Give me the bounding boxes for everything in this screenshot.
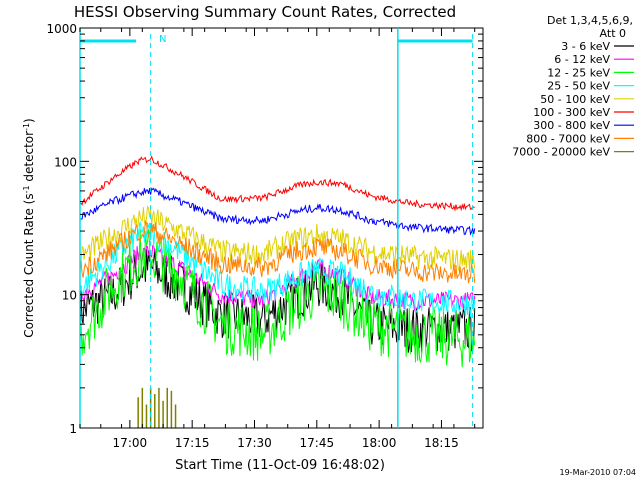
y-tick-label: 10: [62, 289, 77, 303]
legend-label-6: 300 - 800 keV: [533, 119, 610, 132]
x-tick-label: 17:00: [113, 436, 148, 450]
x-tick-label: 18:00: [362, 436, 397, 450]
legend-label-1: 6 - 12 keV: [554, 53, 610, 66]
y-axis-label-sup1: -1: [22, 185, 31, 193]
y-tick-label: 1: [69, 422, 77, 436]
chart-title: HESSI Observing Summary Count Rates, Cor…: [74, 3, 456, 21]
y-axis: 1 10 100 1000: [46, 22, 483, 436]
series-7: [79, 220, 476, 284]
y-axis-label-end: ): [22, 118, 36, 123]
series-line-0: [79, 248, 476, 353]
series-line-3: [79, 221, 476, 317]
legend-label-8: 7000 - 20000 keV: [512, 146, 610, 159]
legend-header-2: Att 0: [600, 27, 626, 40]
night-label: N: [159, 34, 166, 45]
x-tick-label: 18:15: [424, 436, 459, 450]
series-5: [79, 155, 475, 212]
y-axis-label: Corrected Count Rate (s-1 detector-1): [22, 118, 37, 337]
y-axis-label-mid: detector: [22, 131, 36, 186]
series-6: [80, 187, 476, 236]
legend-header-1: Det 1,3,4,5,6,9,: [547, 14, 633, 27]
legend-label-5: 100 - 300 keV: [533, 106, 610, 119]
x-axis: 17:00 17:15 17:30 17:45 18:00 18:15: [79, 28, 476, 450]
series-8: [137, 387, 177, 428]
series-3: [79, 221, 476, 317]
series-4: [79, 205, 476, 272]
timestamp: 19-Mar-2010 07:04: [560, 468, 637, 477]
series-line-6: [80, 187, 476, 236]
legend-label-4: 50 - 100 keV: [540, 93, 610, 106]
plot-area: [79, 155, 476, 428]
series-0: [79, 248, 476, 353]
x-tick-label: 17:30: [237, 436, 272, 450]
series-line-7: [79, 220, 476, 284]
legend-label-3: 25 - 50 keV: [547, 80, 610, 93]
series-2: [79, 229, 476, 368]
x-axis-label: Start Time (11-Oct-09 16:48:02): [175, 458, 385, 473]
x-tick-label: 17:15: [175, 436, 210, 450]
y-tick-label: 1000: [46, 22, 77, 36]
legend-label-0: 3 - 6 keV: [561, 40, 610, 53]
series-line-4: [79, 205, 476, 272]
observing-markers: [79, 28, 474, 428]
y-axis-label-main: Corrected Count Rate (s: [22, 193, 36, 337]
legend-label-7: 800 - 7000 keV: [526, 132, 610, 145]
x-tick-label: 17:45: [300, 436, 335, 450]
series-line-2: [79, 229, 476, 368]
legend-label-2: 12 - 25 keV: [547, 66, 610, 79]
series-line-5: [79, 155, 475, 212]
y-axis-label-sup2: -1: [22, 123, 31, 131]
y-tick-label: 100: [54, 155, 77, 169]
